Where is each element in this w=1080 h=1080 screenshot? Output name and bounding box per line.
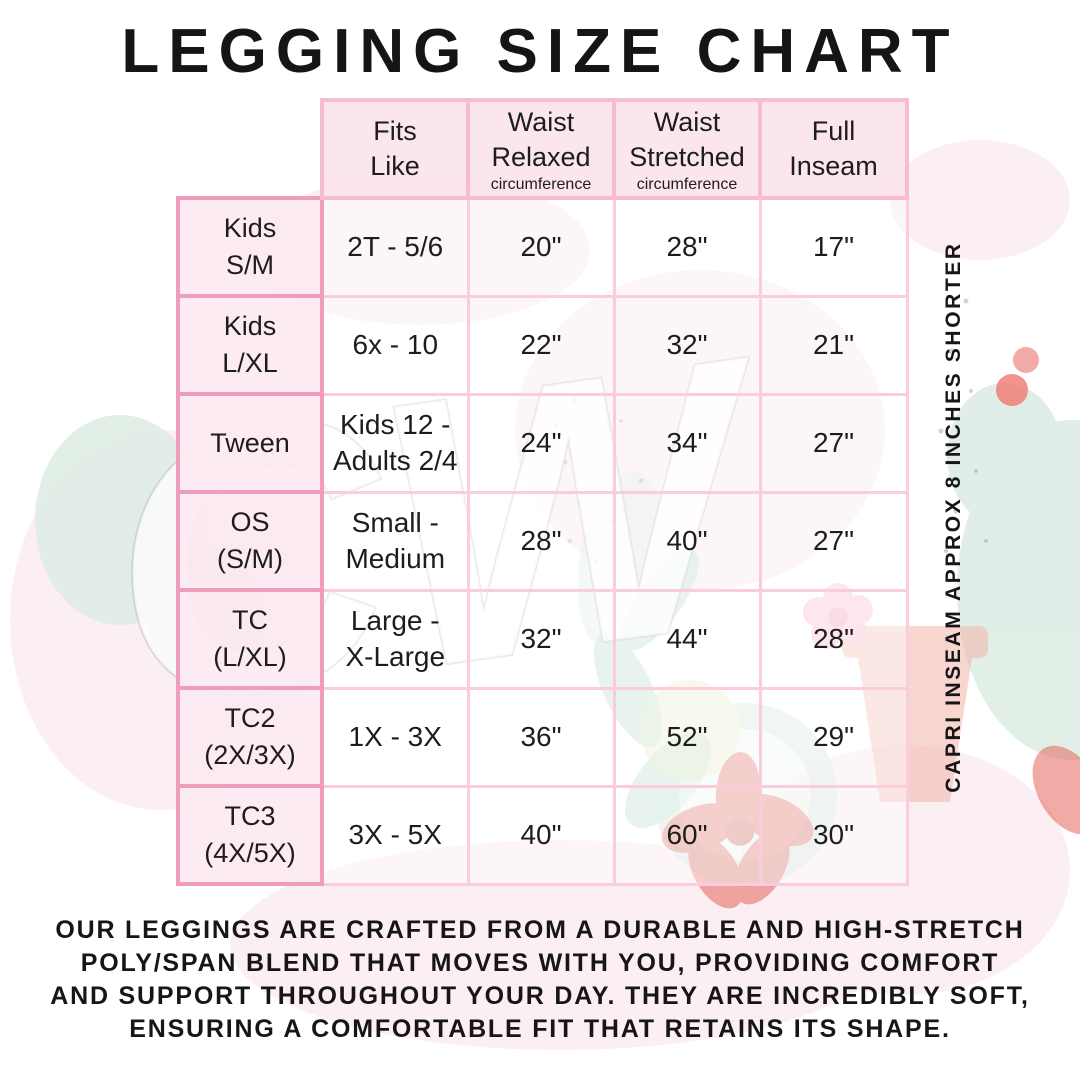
description-line: AND SUPPORT THROUGHOUT YOUR DAY. THEY AR… — [50, 982, 1030, 1010]
cell-full-inseam: 30" — [758, 784, 909, 886]
row-header-size: Tween — [176, 392, 324, 494]
description-line: POLY/SPAN BLEND THAT MOVES WITH YOU, PRO… — [80, 949, 1000, 977]
table-row: Kids S/M 2T - 5/6 20" 28" 17" — [176, 196, 909, 298]
cell-fits-like: 2T - 5/6 — [320, 196, 470, 298]
cell-fits-like: 1X - 3X — [320, 686, 470, 788]
page-title: LEGGING SIZE CHART — [121, 17, 959, 86]
cell-waist-stretched: 44" — [612, 588, 762, 690]
cell-waist-stretched: 52" — [612, 686, 762, 788]
row-header-size: Kids S/M — [176, 196, 324, 298]
table-row: OS (S/M) Small - Medium 28" 40" 27" — [176, 490, 909, 592]
cell-full-inseam: 29" — [758, 686, 909, 788]
cell-full-inseam: 21" — [758, 294, 909, 396]
cell-waist-stretched: 34" — [612, 392, 762, 494]
table-row: TC3 (4X/5X) 3X - 5X 40" 60" 30" — [176, 784, 909, 886]
description-line: ENSURING A COMFORTABLE FIT THAT RETAINS … — [129, 1015, 951, 1043]
column-header-fits-like: Fits Like — [320, 98, 470, 200]
cell-full-inseam: 27" — [758, 392, 909, 494]
cell-waist-relaxed: 40" — [466, 784, 616, 886]
cell-waist-relaxed: 36" — [466, 686, 616, 788]
cell-full-inseam: 27" — [758, 490, 909, 592]
cell-waist-relaxed: 32" — [466, 588, 616, 690]
row-header-size: TC (L/XL) — [176, 588, 324, 690]
row-header-size: TC2 (2X/3X) — [176, 686, 324, 788]
cell-waist-stretched: 40" — [612, 490, 762, 592]
table-row: Kids L/XL 6x - 10 22" 32" 21" — [176, 294, 909, 396]
cell-fits-like: Large - X-Large — [320, 588, 470, 690]
description-line: OUR LEGGINGS ARE CRAFTED FROM A DURABLE … — [55, 916, 1025, 944]
table-row: Tween Kids 12 - Adults 2/4 24" 34" 27" — [176, 392, 909, 494]
cell-waist-stretched: 32" — [612, 294, 762, 396]
row-header-size: Kids L/XL — [176, 294, 324, 396]
cell-waist-relaxed: 24" — [466, 392, 616, 494]
column-header-waist-relaxed: Waist Relaxed circumference — [466, 98, 616, 200]
description-text: OUR LEGGINGS ARE CRAFTED FROM A DURABLE … — [20, 914, 1060, 1046]
column-header-full-inseam: Full Inseam — [758, 98, 909, 200]
size-chart-table: Fits Like Waist Relaxed circumference Wa… — [176, 98, 909, 886]
cell-fits-like: Kids 12 - Adults 2/4 — [320, 392, 470, 494]
cell-waist-relaxed: 20" — [466, 196, 616, 298]
cell-waist-relaxed: 22" — [466, 294, 616, 396]
corner-spacer — [178, 100, 322, 198]
cell-full-inseam: 28" — [758, 588, 909, 690]
row-header-size: OS (S/M) — [176, 490, 324, 592]
cell-waist-relaxed: 28" — [466, 490, 616, 592]
cell-waist-stretched: 60" — [612, 784, 762, 886]
cell-full-inseam: 17" — [758, 196, 909, 298]
table-row: TC (L/XL) Large - X-Large 32" 44" 28" — [176, 588, 909, 690]
column-header-waist-stretched: Waist Stretched circumference — [612, 98, 762, 200]
cell-fits-like: 6x - 10 — [320, 294, 470, 396]
table-row: TC2 (2X/3X) 1X - 3X 36" 52" 29" — [176, 686, 909, 788]
cell-fits-like: 3X - 5X — [320, 784, 470, 886]
cell-waist-stretched: 28" — [612, 196, 762, 298]
row-header-size: TC3 (4X/5X) — [176, 784, 324, 886]
capri-inseam-note: CAPRI INSEAM APPROX 8 INCHES SHORTER — [942, 241, 965, 793]
cell-fits-like: Small - Medium — [320, 490, 470, 592]
header-row: Fits Like Waist Relaxed circumference Wa… — [178, 98, 909, 200]
